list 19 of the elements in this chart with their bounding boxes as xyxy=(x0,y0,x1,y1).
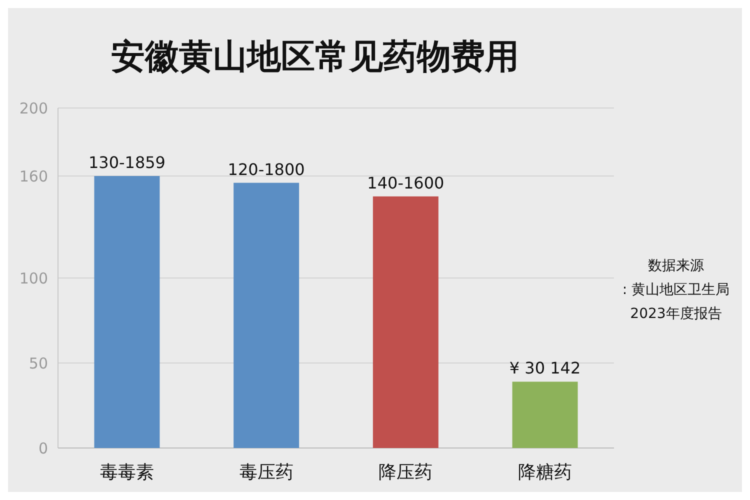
y-tick-label: 200 xyxy=(19,99,48,118)
annotation: 120-1800 xyxy=(228,160,305,179)
bar xyxy=(234,182,300,448)
x-tick-label: 降糖药 xyxy=(518,462,572,483)
annotation: 130-1859 xyxy=(88,153,166,172)
x-tick-label: 毒毒素 xyxy=(100,462,154,483)
x-tick-label: 毒压药 xyxy=(239,462,294,483)
y-tick-label: 50 xyxy=(28,354,48,372)
annotation: ¥ 30 142 xyxy=(509,358,581,378)
bar xyxy=(512,382,578,448)
bar xyxy=(372,196,438,448)
y-tick-label: 0 xyxy=(38,439,48,458)
x-tick-label: 降压药 xyxy=(378,462,433,483)
bar xyxy=(94,176,160,448)
y-tick-label: 160 xyxy=(19,167,48,186)
chart-title: 安徽黄山地区常见药物费用 xyxy=(111,37,519,77)
source-note: 数据来源 : 黄山地区卫生局 2023年度报告 xyxy=(622,258,730,322)
annotation: 140-1600 xyxy=(367,173,444,192)
y-tick-label: 100 xyxy=(19,269,48,288)
